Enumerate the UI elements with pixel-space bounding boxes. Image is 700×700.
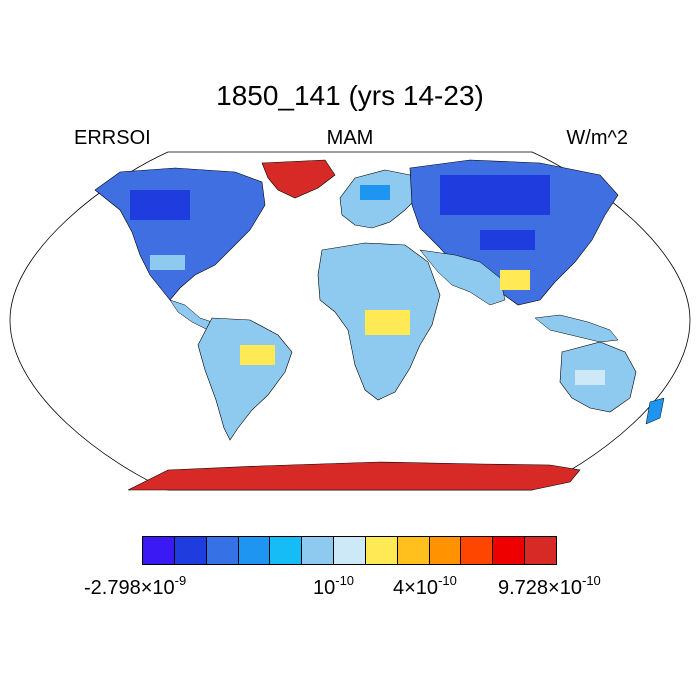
greenland bbox=[261, 159, 336, 199]
colorbar-swatch-12 bbox=[525, 537, 556, 564]
colorbar-swatch-3 bbox=[238, 537, 271, 564]
south-asia bbox=[419, 249, 506, 306]
colorbar-label-3: 4×10-10 bbox=[393, 573, 457, 599]
colorbar-label-2: 10-10 bbox=[313, 573, 355, 599]
colorbar-swatch-6 bbox=[334, 537, 366, 564]
colorbar-swatch-4 bbox=[270, 537, 303, 564]
colorbar-swatch-8 bbox=[397, 537, 430, 564]
colorbar-swatch-11 bbox=[493, 537, 526, 564]
map-title: 1850_141 (yrs 14-23) bbox=[216, 80, 484, 111]
colorbar-swatch-9 bbox=[429, 537, 462, 564]
antarctica bbox=[127, 461, 581, 491]
new-zealand bbox=[645, 397, 665, 425]
colorbar-swatch-1 bbox=[174, 537, 207, 564]
colorbar-swatch-10 bbox=[461, 537, 494, 564]
season-label: MAM bbox=[326, 127, 374, 149]
colorbar-swatch-0 bbox=[143, 537, 175, 564]
colorbar-label-min: -2.798×10-9 bbox=[84, 573, 187, 599]
variable-label: ERRSOI bbox=[74, 127, 151, 149]
colorbar-swatch-7 bbox=[365, 537, 398, 564]
colorbar-swatch-2 bbox=[206, 537, 239, 564]
colorbar-label-max: 9.728×10-10 bbox=[498, 573, 601, 599]
colorbar-swatch-5 bbox=[302, 537, 335, 564]
data-patches bbox=[130, 175, 605, 385]
units-label: W/m^2 bbox=[566, 127, 628, 149]
indonesia bbox=[534, 314, 619, 343]
colorbar bbox=[142, 536, 557, 565]
